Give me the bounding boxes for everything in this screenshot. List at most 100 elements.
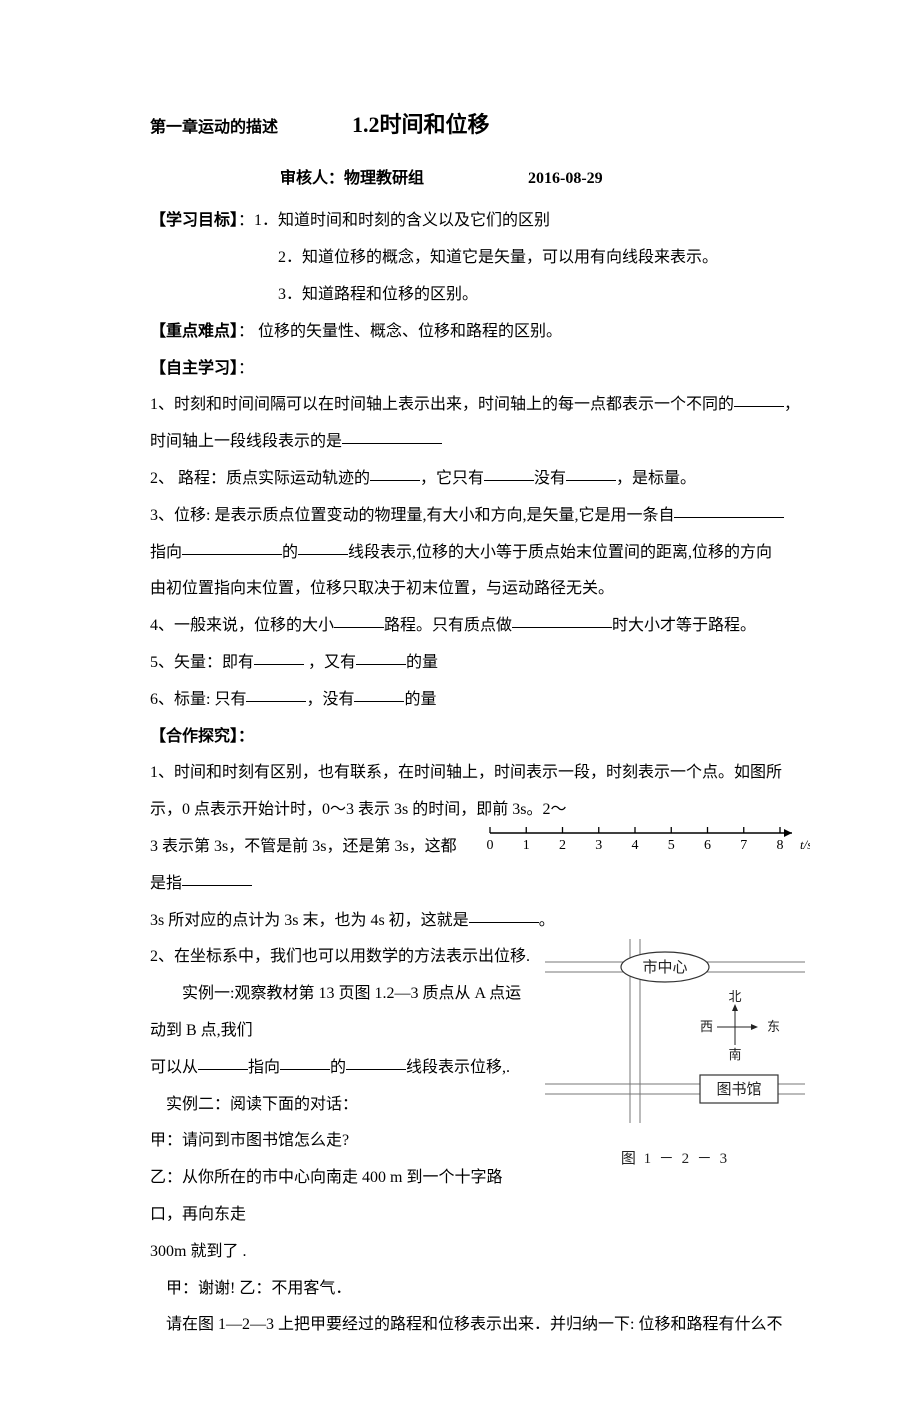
p2ex1b-a: 可以从 <box>150 1059 198 1076</box>
blank <box>246 686 306 702</box>
p2ex1b-b: 指向 <box>248 1059 280 1076</box>
q1-text-c: 时间轴上一段线段表示的是 <box>150 433 342 450</box>
blank <box>280 1054 330 1070</box>
timeline-figure: 0 1 2 3 4 5 6 7 8 t/s <box>480 829 810 868</box>
blank <box>469 907 539 923</box>
blank <box>354 686 404 702</box>
selfstudy-q1: 1、时刻和时间间隔可以在时间轴上表示出来，时间轴上的每一点都表示一个不同的 ， <box>150 387 810 424</box>
selfstudy-head: 【自主学习】 <box>150 360 238 377</box>
p2ex1b-c: 的 <box>330 1059 346 1076</box>
blank <box>198 1054 248 1070</box>
q3-text-b: 指向 <box>150 544 182 561</box>
q2-text-c: 没有 <box>534 470 566 487</box>
coop-content: 1、时间和时刻有区别，也有联系，在时间轴上，时间表示一段，时刻表示一个点。如图所… <box>150 755 810 1344</box>
p2ex1b-d: 线段表示位移,. <box>406 1059 510 1076</box>
p2final-text: 请在图 1—2—3 上把甲要经过的路程和位移表示出来．并归纳一下: 位移和路程有… <box>150 1307 810 1344</box>
svg-text:南: 南 <box>728 1047 741 1062</box>
selfstudy-q6: 6、标量: 只有 ，没有 的量 <box>150 682 810 719</box>
q1-text-a: 1、时刻和时间间隔可以在时间轴上表示出来，时间轴上的每一点都表示一个不同的 <box>150 396 734 413</box>
svg-text:西: 西 <box>700 1019 713 1034</box>
svg-text:4: 4 <box>632 838 639 853</box>
q3-text-c: 的 <box>282 544 298 561</box>
objectives-head: 【学习目标】 <box>150 212 238 229</box>
blank <box>370 465 420 481</box>
svg-text:3: 3 <box>595 838 602 853</box>
reviewer-line: 审核人：物理教研组 2016-08-29 <box>280 161 810 198</box>
coop-p1d: 3s 所对应的点计为 3s 末，也为 4s 初，这就是 。 <box>150 903 810 940</box>
p1d-text-a: 3s 所对应的点计为 3s 末，也为 4s 初，这就是 <box>150 912 469 929</box>
objectives-item-2: 2．知道位移的概念，知道它是矢量，可以用有向线段来表示。 <box>150 240 810 277</box>
blank <box>734 391 784 407</box>
blank <box>342 428 442 444</box>
keypoints-body: ： 位移的矢量性、概念、位移和路程的区别。 <box>238 323 562 340</box>
selfstudy-q3e: 由初位置指向末位置，位移只取决于初末位置，与运动路径无关。 <box>150 571 810 608</box>
blank <box>346 1054 406 1070</box>
q4-text-a: 4、一般来说，位移的大小 <box>150 617 334 634</box>
q1-text-b: ， <box>784 396 800 413</box>
selfstudy-q2: 2、 路程：质点实际运动轨迹的 ，它只有 没有 ，是标量。 <box>150 461 810 498</box>
selfstudy-q4: 4、一般来说，位移的大小 路程。只有质点做 时大小才等于路程。 <box>150 608 810 645</box>
svg-text:7: 7 <box>740 838 747 853</box>
objectives-block: 【学习目标】：1．知道时间和时刻的含义以及它们的区别 <box>150 203 810 240</box>
svg-text:东: 东 <box>767 1019 780 1034</box>
map-figure: 市中心图书馆 北南 东 西 图 1 － 2 － 3 <box>540 939 810 1176</box>
q6-text-b: ，没有 <box>306 691 354 708</box>
coop-p1: 1、时间和时刻有区别，也有联系，在时间轴上，时间表示一段，时刻表示一个点。如图所 <box>150 755 810 792</box>
p1d-text-b: 。 <box>539 912 555 929</box>
svg-text:8: 8 <box>777 838 784 853</box>
keypoints-block: 【重点难点】： 位移的矢量性、概念、位移和路程的区别。 <box>150 314 810 351</box>
q3-text-d: 线段表示,位移的大小等于质点始末位置间的距离,位移的方向 <box>348 544 772 561</box>
blank <box>356 649 406 665</box>
svg-text:5: 5 <box>668 838 675 853</box>
chapter-prefix: 第一章运动的描述 <box>150 119 278 136</box>
svg-text:t/s: t/s <box>800 837 810 852</box>
svg-text:市中心: 市中心 <box>642 959 687 976</box>
blank <box>484 465 534 481</box>
q2-text-b: ，它只有 <box>420 470 484 487</box>
q6-text-c: 的量 <box>404 691 436 708</box>
selfstudy-q3a: 3、位移: 是表示质点位置变动的物理量,有大小和方向,是矢量,它是用一条自 <box>150 498 810 535</box>
q2-text-d: ，是标量。 <box>616 470 696 487</box>
selfstudy-head-line: 【自主学习】： <box>150 351 810 388</box>
q4-text-b: 路程。只有质点做 <box>384 617 512 634</box>
coop-p2a2: 300m 就到了 . <box>150 1234 810 1271</box>
blank <box>674 502 784 518</box>
reviewer-label: 审核人：物理教研组 <box>280 170 424 187</box>
coop-tail: ： <box>238 728 254 745</box>
q5-text-c: 的量 <box>406 654 438 671</box>
blank <box>254 649 304 665</box>
q6-text-a: 6、标量: 只有 <box>150 691 246 708</box>
q2-text-a: 2、 路程：质点实际运动轨迹的 <box>150 470 370 487</box>
blank <box>182 870 252 886</box>
q3-text-a: 3、位移: 是表示质点位置变动的物理量,有大小和方向,是矢量,它是用一条自 <box>150 507 674 524</box>
objectives-item-3: 3．知道路程和位移的区别。 <box>150 277 810 314</box>
blank <box>182 539 282 555</box>
keypoints-head: 【重点难点】 <box>150 323 238 340</box>
reviewer-date: 2016-08-29 <box>528 170 603 187</box>
coop-head-line: 【合作探究】： <box>150 719 810 756</box>
objectives-lead: ：1．知道时间和时刻的含义以及它们的区别 <box>238 212 550 229</box>
selfstudy-q1c: 时间轴上一段线段表示的是 <box>150 424 810 461</box>
map-svg: 市中心图书馆 北南 东 西 <box>545 939 805 1123</box>
svg-text:0: 0 <box>487 838 494 853</box>
worksheet-page: 第一章运动的描述 1.2时间和位移 审核人：物理教研组 2016-08-29 【… <box>0 0 920 1404</box>
coop-p2final: 请在图 1—2—3 上把甲要经过的路程和位移表示出来．并归纳一下: 位移和路程有… <box>150 1307 810 1344</box>
blank <box>298 539 348 555</box>
q4-text-c: 时大小才等于路程。 <box>612 617 756 634</box>
chapter-heading: 第一章运动的描述 1.2时间和位移 <box>150 100 810 151</box>
blank <box>512 612 612 628</box>
q5-text-b: ，又有 <box>304 654 356 671</box>
svg-text:1: 1 <box>523 838 530 853</box>
coop-head: 【合作探究】 <box>150 728 238 745</box>
selfstudy-tail: ： <box>238 360 254 377</box>
svg-text:图书馆: 图书馆 <box>716 1081 761 1098</box>
svg-text:6: 6 <box>704 838 711 853</box>
svg-text:2: 2 <box>559 838 566 853</box>
chapter-title: 1.2时间和位移 <box>352 112 490 137</box>
selfstudy-q3b: 指向 的 线段表示,位移的大小等于质点始末位置间的距离,位移的方向 <box>150 535 810 572</box>
svg-text:北: 北 <box>728 989 741 1004</box>
map-caption: 图 1 － 2 － 3 <box>540 1142 810 1177</box>
selfstudy-q5: 5、矢量：即有 ，又有 的量 <box>150 645 810 682</box>
blank <box>334 612 384 628</box>
q5-text-a: 5、矢量：即有 <box>150 654 254 671</box>
